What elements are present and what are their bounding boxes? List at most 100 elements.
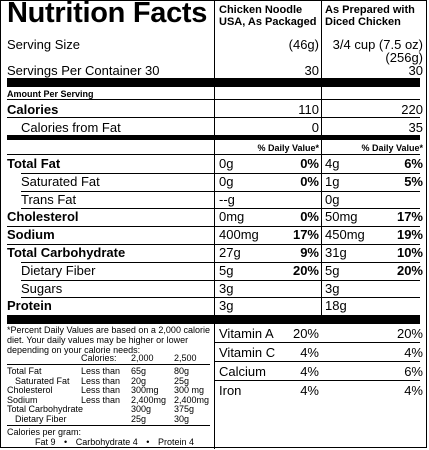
label-title: Nutrition Facts <box>7 0 208 29</box>
footnote-table-row-value-2500: 25g <box>174 375 190 386</box>
nutrient-percent-col1: 17% <box>292 227 319 243</box>
footnote-table-row-value-2000: 20g <box>131 375 147 386</box>
nutrient-percent-col1: 0% <box>300 156 319 171</box>
divider <box>215 361 420 362</box>
nutrient-percent-col2: 20% <box>396 262 423 278</box>
column-2-heading-line: Diced Chicken <box>325 16 401 28</box>
divider <box>7 117 420 118</box>
vitamin-percent-col2: 4% <box>404 383 423 398</box>
nutrient-amount-col1: 3g <box>219 298 234 314</box>
footnote-table-row-label: Total Fat <box>7 366 42 376</box>
nutrient-amount-col2: 450mg <box>325 227 365 243</box>
carbohydrate-per-gram: Carbohydrate 4 <box>75 437 138 447</box>
nutrient-label: Total Carbohydrate <box>7 245 126 260</box>
daily-value-header-col1: % Daily Value* <box>257 143 319 153</box>
nutrient-amount-col1: 3g <box>219 280 234 296</box>
nutrient-label: Sugars <box>21 280 63 296</box>
footnote-table-row-value-2000: 300g <box>131 404 152 415</box>
column-2-heading: As Prepared with Diced Chicken <box>325 4 415 28</box>
nutrient-amount-col2: 18g <box>325 298 347 314</box>
footnote-table-row-value-2000: 2,400mg <box>131 394 167 405</box>
nutrient-label: Total Fat <box>7 156 61 171</box>
nutrient-amount-col2: 31g <box>325 245 347 260</box>
footnote-table-row-value-2500: 2,400mg <box>174 394 210 405</box>
vitamin-percent-col2: 20% <box>396 326 423 341</box>
calories-col1: 110 <box>298 102 319 117</box>
vertical-divider <box>214 324 215 449</box>
divider <box>215 380 420 381</box>
nutrient-percent-col1: 9% <box>300 245 319 260</box>
column-separator <box>214 87 215 135</box>
footnote-table-row-value-2500: 300 mg <box>174 385 205 396</box>
nutrient-label: Sodium <box>7 227 55 243</box>
servings-per-container-label: Servings Per Container 30 <box>7 63 160 78</box>
calories-per-gram-values: Fat 9 • Carbohydrate 4 • Protein 4 <box>35 437 194 447</box>
amount-per-serving: Amount Per Serving <box>7 89 94 99</box>
footnote-table-row-value-2000: 300mg <box>131 385 159 396</box>
column-2-heading-line: As Prepared with <box>325 4 415 16</box>
nutrient-label: Trans Fat <box>21 191 77 207</box>
column-1-heading-line: USA, As Packaged <box>219 16 317 28</box>
vitamin-label: Calcium <box>219 364 266 379</box>
footnote-table-header-value-2500: 2,500 <box>174 353 197 363</box>
nutrient-label: Protein <box>7 298 52 314</box>
footnote-table-row-label: Total Carbohydrate <box>7 404 84 415</box>
nutrient-label: Saturated Fat <box>21 173 100 189</box>
divider <box>7 364 210 365</box>
bullet-separator: • <box>146 437 150 447</box>
nutrient-amount-col2: 50mg <box>325 209 358 225</box>
vitamin-label: Vitamin C <box>219 345 276 360</box>
footnote-table-row-value-2500: 80g <box>174 366 190 376</box>
nutrient-amount-col1: 27g <box>219 245 241 260</box>
column-separator <box>214 1 215 79</box>
divider <box>21 190 420 192</box>
footnote-table-row-value-2500: 30g <box>174 414 190 424</box>
divider <box>7 244 420 245</box>
calories-from-fat-label: Calories from Fat <box>21 120 121 135</box>
footnote-table-row-value-2000: 65g <box>131 366 147 376</box>
serving-size-col2-line1: 3/4 cup (7.5 oz) <box>332 37 423 52</box>
calories-from-fat-col2: 35 <box>408 120 423 135</box>
nutrient-percent-col2: 17% <box>396 209 423 225</box>
nutrient-amount-col2: 1g <box>325 173 340 189</box>
footnote-table-row-label: Sodium <box>7 394 38 405</box>
nutrient-amount-col1: 400mg <box>219 227 259 243</box>
column-separator <box>321 140 322 315</box>
divider <box>215 342 420 343</box>
vitamin-percent-col2: 4% <box>404 345 423 360</box>
column-1-heading-line: Chicken Noodle <box>219 4 303 16</box>
footnote-table-row-value-2500: 375g <box>174 404 195 415</box>
thick-divider <box>7 315 420 324</box>
footnote-table-row-qualifier: Less than <box>81 366 121 376</box>
serving-size-col2-line2: (256g) <box>385 50 423 65</box>
nutrient-percent-col2: 5% <box>404 173 423 189</box>
divider <box>21 297 420 299</box>
nutrient-label: Cholesterol <box>7 209 79 225</box>
nutrient-percent-col2: 6% <box>404 156 423 171</box>
nutrient-amount-col2: 0g <box>325 191 340 207</box>
footnote-table-row-qualifier: Less than <box>81 385 121 396</box>
footnote-table-row-label: Saturated Fat <box>15 375 70 386</box>
column-separator <box>214 140 215 315</box>
vitamin-percent-col2: 6% <box>404 364 423 379</box>
nutrient-percent-col1: 0% <box>300 173 319 189</box>
vitamin-percent-col1: 20% <box>292 326 319 341</box>
vitamin-percent-col1: 4% <box>300 383 319 398</box>
vitamin-label: Vitamin A <box>219 326 274 341</box>
footnote-table-row-label: Cholesterol <box>7 385 53 396</box>
servings-per-container-col2: 30 <box>408 63 423 78</box>
calories-per-gram-label: Calories per gram: <box>7 427 82 437</box>
calories-from-fat-col1: 0 <box>311 120 319 135</box>
nutrient-amount-col1: 5g <box>219 262 234 278</box>
column-separator <box>321 1 322 79</box>
nutrient-amount-col1: 0g <box>219 156 234 171</box>
footnote-table-row-qualifier: Less than <box>81 375 121 386</box>
footnote-line: diet. Your daily values may be higher or… <box>7 335 189 345</box>
bullet-separator: • <box>64 437 68 447</box>
divider <box>7 425 210 426</box>
divider <box>21 172 420 174</box>
divider <box>7 226 420 228</box>
nutrient-amount-col1: 0mg <box>219 209 245 225</box>
thick-divider <box>7 78 420 87</box>
